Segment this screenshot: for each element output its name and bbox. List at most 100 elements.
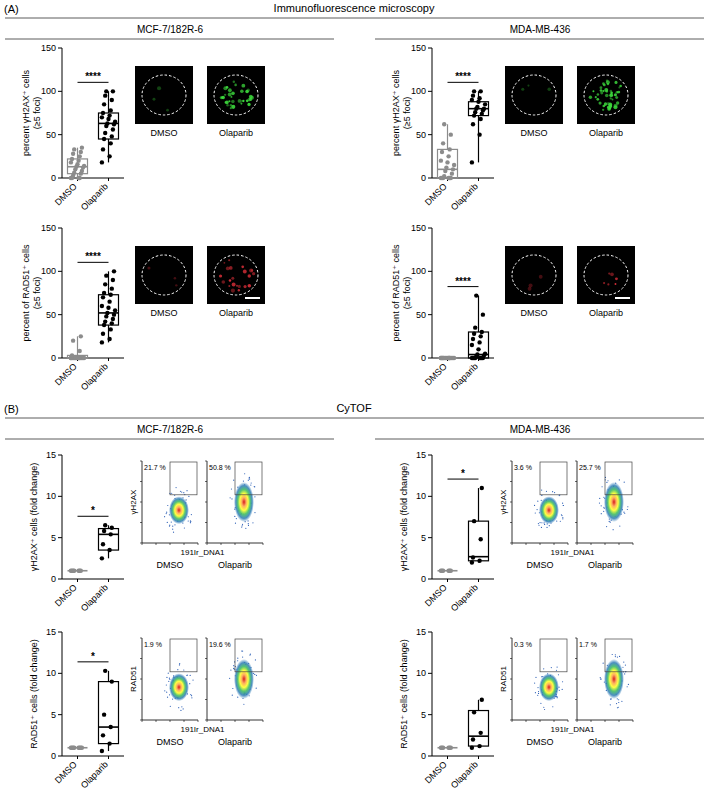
focus [157, 86, 161, 90]
flow-tick [575, 638, 577, 639]
focus [618, 87, 620, 89]
data-point [109, 141, 113, 145]
marks [438, 486, 489, 573]
y-tick-label: 0 [51, 751, 56, 761]
density-blob [234, 482, 254, 522]
event-dot [254, 496, 255, 497]
event-dot [237, 658, 238, 659]
micrograph-label: DMSO [521, 128, 548, 138]
y-axis-title: percent γH2AX⁺ cells(≥5 foci) [21, 70, 42, 156]
event-dot [180, 710, 181, 711]
event-dot [563, 505, 564, 506]
flow-tick [170, 543, 171, 545]
data-point [452, 163, 456, 167]
box [99, 113, 119, 139]
event-dot [254, 486, 255, 487]
focus [238, 285, 241, 288]
flow-tick [170, 720, 171, 722]
gate [170, 462, 197, 495]
flow-tick [568, 720, 569, 722]
flow-tick [633, 720, 634, 722]
focus [248, 284, 252, 288]
event-dot [619, 656, 620, 657]
event-dot [183, 669, 184, 670]
event-dot [187, 674, 188, 675]
flow-tick [205, 461, 207, 462]
significance-label: **** [455, 276, 471, 287]
density-blob [539, 496, 559, 524]
event-dot [560, 521, 561, 522]
event-dot [244, 473, 245, 474]
focus [223, 262, 225, 264]
event-dot [538, 693, 539, 694]
event-dot [230, 669, 231, 670]
significance-label: **** [455, 71, 471, 82]
data-point [442, 122, 446, 126]
event-dot [172, 526, 173, 527]
data-point [472, 710, 476, 714]
micrograph [505, 246, 563, 304]
event-dot [190, 521, 191, 522]
data-point [76, 158, 80, 162]
box [99, 682, 119, 744]
event-dot [255, 659, 256, 660]
data-point [101, 147, 105, 151]
gate [235, 639, 262, 672]
flow-plot: 1.9 %DMSO [140, 638, 198, 747]
focus [521, 88, 524, 91]
flow-plot: 21.7 %DMSO [140, 461, 198, 570]
data-point [76, 356, 80, 360]
focus [589, 96, 592, 99]
y-tick [58, 134, 62, 135]
data-point [477, 559, 481, 563]
y-tick-label: 5 [421, 710, 426, 720]
x-tick-label: DMSO [423, 361, 449, 387]
focus [245, 90, 249, 94]
event-dot [546, 527, 547, 528]
data-point [71, 152, 75, 156]
flow-condition: Olaparib [588, 737, 622, 747]
y-tick [428, 673, 432, 674]
micrograph-image [135, 66, 193, 124]
flow-condition: Olaparib [218, 737, 252, 747]
flow-tick [184, 543, 185, 545]
flow-tick [575, 543, 577, 544]
event-dot [249, 477, 250, 478]
x-tick-label: Olaparib [449, 582, 480, 613]
focus [228, 93, 232, 97]
y-tick [428, 537, 432, 538]
event-dot [190, 694, 191, 695]
flow-tick [510, 699, 512, 700]
density-blob [539, 673, 559, 701]
flow-tick [619, 543, 620, 545]
data-point [107, 113, 111, 117]
event-dot [167, 505, 168, 506]
focus [238, 289, 240, 291]
marks [438, 293, 489, 360]
nucleus-outline [142, 75, 186, 115]
y-tick-label: 10 [46, 491, 56, 501]
event-dot [171, 493, 172, 494]
data-point [78, 349, 82, 353]
event-dot [249, 477, 250, 478]
event-dot [234, 516, 235, 517]
focus [228, 259, 230, 261]
flow-tick [605, 720, 606, 722]
event-dot [600, 677, 601, 678]
event-dot [627, 686, 628, 687]
data-point [102, 102, 106, 106]
flow-tick [510, 638, 512, 639]
data-point [106, 306, 110, 310]
event-dot [607, 480, 608, 481]
event-dot [544, 524, 545, 525]
event-dot [616, 703, 617, 704]
y-tick [58, 314, 62, 315]
density-blob [604, 482, 624, 522]
event-dot [232, 688, 233, 689]
data-point [79, 569, 83, 573]
data-point [71, 338, 75, 342]
y-tick-label: 5 [421, 533, 426, 543]
event-dot [600, 678, 601, 679]
event-dot [191, 697, 192, 698]
gate [540, 639, 567, 672]
